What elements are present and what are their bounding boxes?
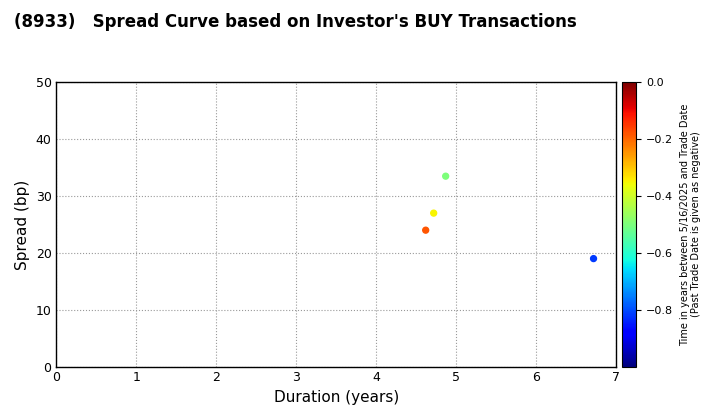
Y-axis label: Time in years between 5/16/2025 and Trade Date
(Past Trade Date is given as nega: Time in years between 5/16/2025 and Trad… [680,103,701,346]
Text: (8933)   Spread Curve based on Investor's BUY Transactions: (8933) Spread Curve based on Investor's … [14,13,577,31]
X-axis label: Duration (years): Duration (years) [274,390,399,405]
Point [428,210,439,216]
Point [440,173,451,179]
Point [420,227,431,234]
Point [588,255,599,262]
Y-axis label: Spread (bp): Spread (bp) [15,179,30,270]
